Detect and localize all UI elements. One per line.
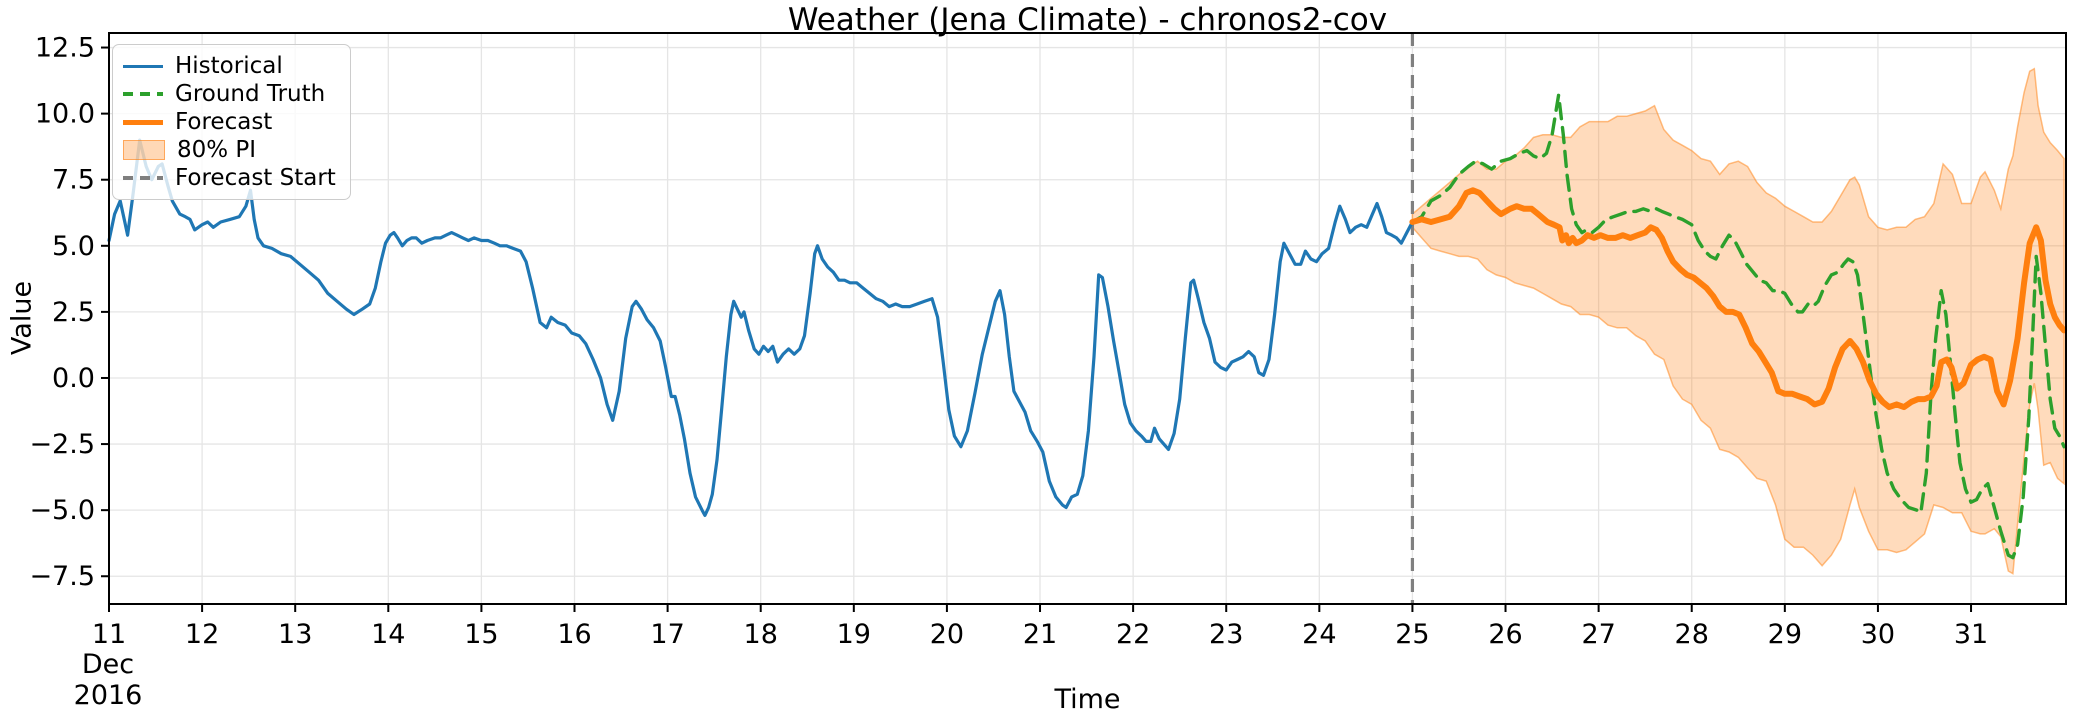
x-tick-label: 12 <box>185 619 219 650</box>
x-tick-label: 30 <box>1861 619 1895 650</box>
x-tick-label: 22 <box>1116 619 1150 650</box>
x-tick-label: 29 <box>1768 619 1802 650</box>
y-tick-label: 0.0 <box>52 363 95 394</box>
x-tick-label: 31 <box>1954 619 1988 650</box>
chart-title: Weather (Jena Climate) - chronos2-cov <box>787 2 1388 38</box>
historical-line <box>107 138 1414 517</box>
legend-label: 80% PI <box>177 137 257 163</box>
legend: Historical Ground Truth Forecast 80% PI … <box>112 44 351 200</box>
x-tick-label: 24 <box>1302 619 1336 650</box>
legend-label: Historical <box>175 53 283 79</box>
x-tick-label: 17 <box>650 619 684 650</box>
plot-border <box>108 32 2067 605</box>
x-tick-label: 15 <box>464 619 498 650</box>
x-tick-label: 14 <box>371 619 405 650</box>
x-tick-label: 27 <box>1581 619 1615 650</box>
x-tick-label: 13 <box>278 619 312 650</box>
legend-item-forecast-start: Forecast Start <box>123 164 336 192</box>
x-tick-label: 19 <box>837 619 871 650</box>
pi-band-sample-icon <box>123 140 165 160</box>
x-tick-label: 23 <box>1209 619 1243 650</box>
y-tick-label: 12.5 <box>35 33 95 64</box>
axis-ticks: 11 12 13 14 15 16 17 18 19 20 21 22 23 24 25 26 27 28 29 30… <box>29 33 1988 711</box>
pi-band <box>1411 67 2065 575</box>
historical-line-sample-icon <box>123 64 163 68</box>
forecast-start-line-sample-icon <box>123 176 163 180</box>
y-tick-label: −5.0 <box>29 495 95 526</box>
x-axis-offset-label: 2016 <box>74 680 143 711</box>
x-tick-label: 26 <box>1488 619 1522 650</box>
x-tick-label: 18 <box>744 619 778 650</box>
x-tick-label: 28 <box>1675 619 1709 650</box>
legend-item-forecast: Forecast <box>123 108 336 136</box>
y-tick-label: −2.5 <box>29 429 95 460</box>
legend-label: Forecast Start <box>175 165 336 191</box>
x-axis-label: Time <box>1054 684 1121 715</box>
legend-item-historical: Historical <box>123 52 336 80</box>
ground-truth-line-sample-icon <box>123 92 163 96</box>
y-tick-label: −7.5 <box>29 561 95 592</box>
x-tick-label: 16 <box>557 619 591 650</box>
y-tick-label: 7.5 <box>52 165 95 196</box>
legend-item-80pct-pi: 80% PI <box>123 136 336 164</box>
ground-truth-line <box>1410 93 2066 560</box>
x-tick-label: 20 <box>930 619 964 650</box>
x-tick-label: 21 <box>1023 619 1057 650</box>
x-tick-label: 25 <box>1395 619 1429 650</box>
forecast-line <box>1409 187 2068 411</box>
y-tick-label: 2.5 <box>52 297 95 328</box>
x-tick-label: 11 <box>92 619 126 650</box>
x-axis-offset-label: Dec <box>82 649 134 680</box>
forecast-line-sample-icon <box>123 119 163 125</box>
y-tick-label: 5.0 <box>52 231 95 262</box>
legend-label: Ground Truth <box>175 81 326 107</box>
legend-label: Forecast <box>175 109 273 135</box>
y-tick-label: 10.0 <box>35 99 95 130</box>
legend-item-ground-truth: Ground Truth <box>123 80 336 108</box>
y-axis-label: Value <box>6 280 38 356</box>
